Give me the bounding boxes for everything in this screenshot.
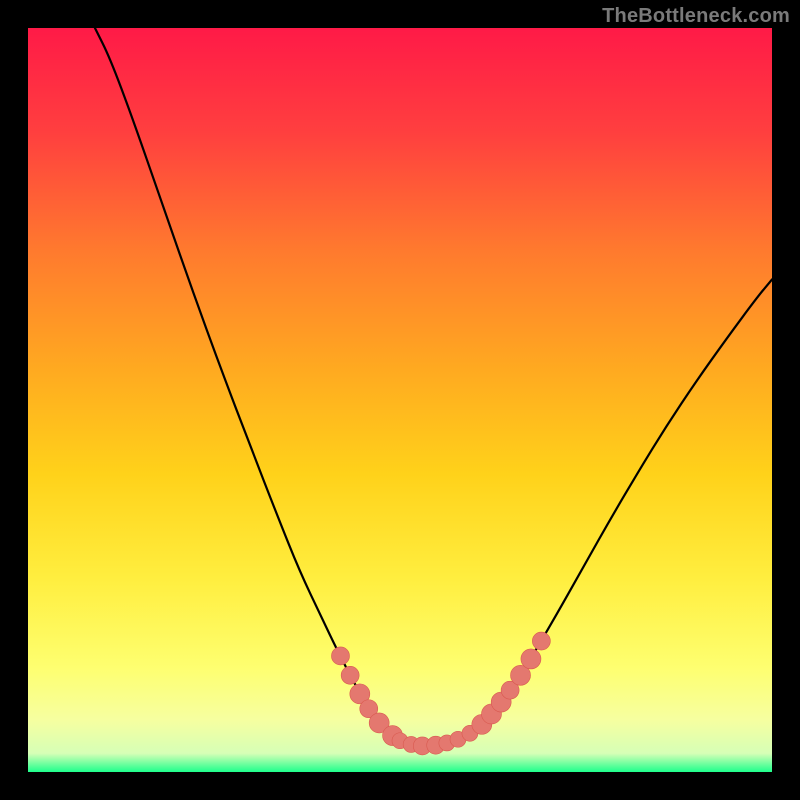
marker-dot	[331, 647, 349, 665]
plot-area	[28, 28, 772, 772]
chart-svg	[28, 28, 772, 772]
marker-dot	[532, 632, 550, 650]
marker-dot	[521, 649, 541, 669]
marker-dot	[341, 666, 359, 684]
chart-frame: TheBottleneck.com	[0, 0, 800, 800]
watermark-label: TheBottleneck.com	[602, 5, 790, 28]
